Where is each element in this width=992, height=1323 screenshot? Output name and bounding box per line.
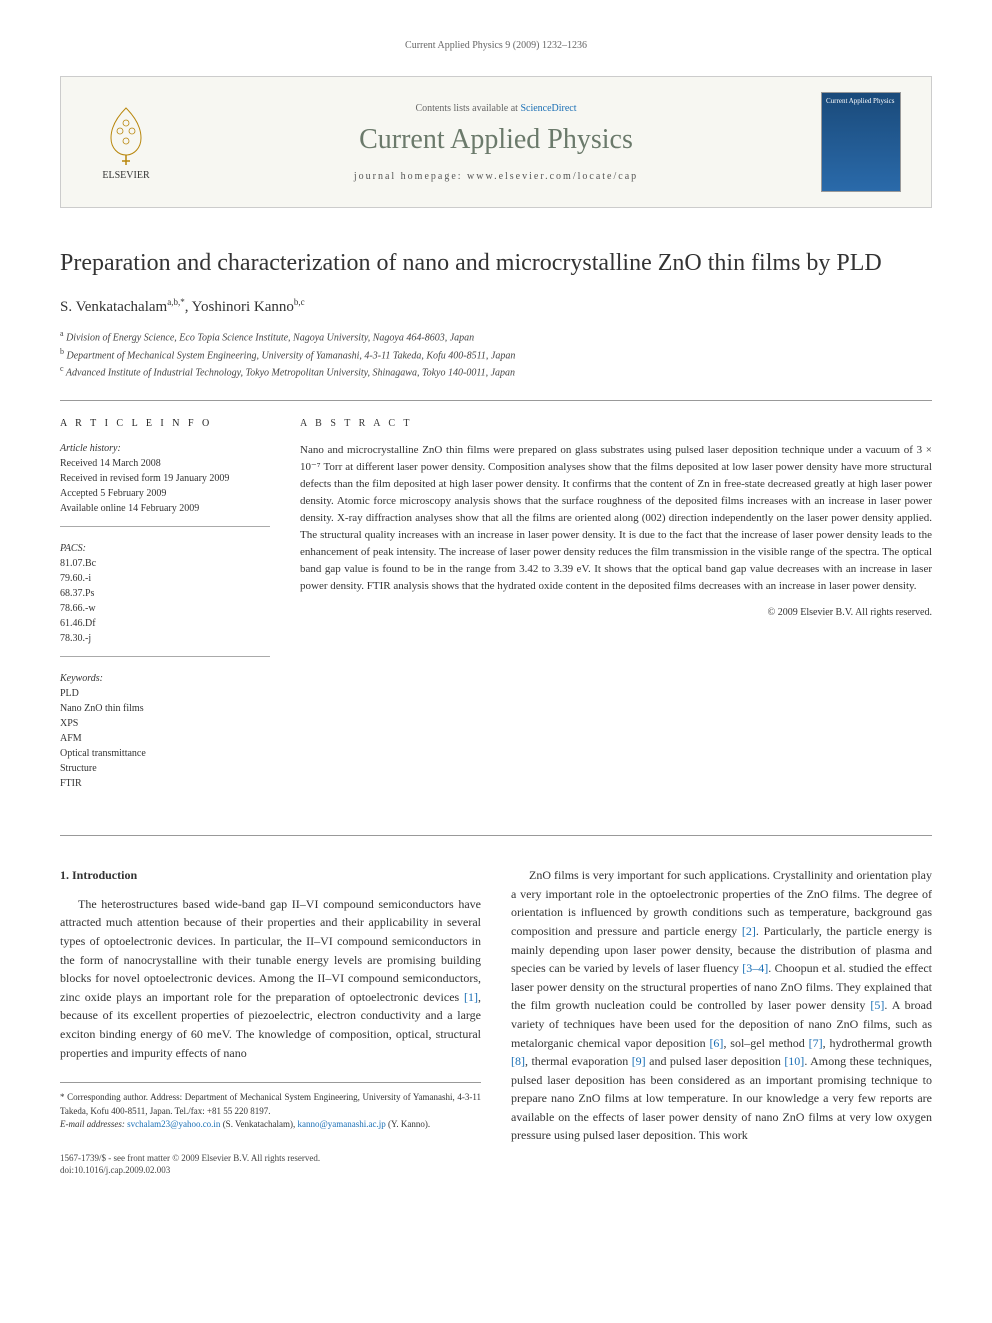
pacs-item: 78.66.-w <box>60 601 270 616</box>
pacs-item: 79.60.-i <box>60 571 270 586</box>
body-two-column: 1. Introduction The heterostructures bas… <box>60 866 932 1177</box>
body-paragraph: The heterostructures based wide-band gap… <box>60 895 481 1062</box>
journal-masthead: ELSEVIER Contents lists available at Sci… <box>60 76 932 208</box>
journal-cover-thumb[interactable]: Current Applied Physics <box>821 92 901 192</box>
publisher-block: ELSEVIER <box>81 103 171 181</box>
doi-line: doi:10.1016/j.cap.2009.02.003 <box>60 1164 481 1177</box>
corresponding-author-note: * Corresponding author. Address: Departm… <box>60 1091 481 1118</box>
keyword: Structure <box>60 761 270 776</box>
history-accepted: Accepted 5 February 2009 <box>60 486 270 501</box>
article-info-heading: A R T I C L E I N F O <box>60 416 270 431</box>
pacs-label: PACS: <box>60 541 270 556</box>
pacs-block: PACS: 81.07.Bc 79.60.-i 68.37.Ps 78.66.-… <box>60 541 270 657</box>
journal-name: Current Applied Physics <box>171 124 821 156</box>
author-2-aff: b,c <box>294 297 305 307</box>
keyword: FTIR <box>60 776 270 791</box>
abstract-copyright: © 2009 Elsevier B.V. All rights reserved… <box>300 605 932 621</box>
issn-line: 1567-1739/$ - see front matter © 2009 El… <box>60 1152 481 1165</box>
sciencedirect-link[interactable]: ScienceDirect <box>520 103 576 114</box>
keywords-block: Keywords: PLD Nano ZnO thin films XPS AF… <box>60 671 270 801</box>
elsevier-tree-icon <box>96 103 156 168</box>
cover-thumbnail-block: Current Applied Physics <box>821 92 911 192</box>
article-info-column: A R T I C L E I N F O Article history: R… <box>60 416 270 815</box>
paper-page: Current Applied Physics 9 (2009) 1232–12… <box>0 0 992 1217</box>
keyword: PLD <box>60 686 270 701</box>
keyword: AFM <box>60 731 270 746</box>
keywords-label: Keywords: <box>60 671 270 686</box>
author-list: S. Venkatachalama,b,*, Yoshinori Kannob,… <box>60 297 932 316</box>
divider <box>60 400 932 401</box>
abstract-text: Nano and microcrystalline ZnO thin films… <box>300 442 932 595</box>
keyword: Nano ZnO thin films <box>60 701 270 716</box>
contents-prefix: Contents lists available at <box>415 103 520 114</box>
body-paragraph: ZnO films is very important for such app… <box>511 866 932 1145</box>
history-online: Available online 14 February 2009 <box>60 501 270 516</box>
info-abstract-row: A R T I C L E I N F O Article history: R… <box>60 416 932 815</box>
body-column-left: 1. Introduction The heterostructures bas… <box>60 866 481 1177</box>
author-2: Yoshinori Kanno <box>192 299 294 315</box>
author-1: S. Venkatachalam <box>60 299 167 315</box>
pacs-item: 68.37.Ps <box>60 586 270 601</box>
pacs-item: 81.07.Bc <box>60 556 270 571</box>
article-history-block: Article history: Received 14 March 2008 … <box>60 441 270 527</box>
abstract-column: A B S T R A C T Nano and microcrystallin… <box>300 416 932 815</box>
history-revised: Received in revised form 19 January 2009 <box>60 471 270 486</box>
contents-available-line: Contents lists available at ScienceDirec… <box>171 103 821 114</box>
journal-homepage: journal homepage: www.elsevier.com/locat… <box>171 171 821 182</box>
masthead-center: Contents lists available at ScienceDirec… <box>171 103 821 182</box>
publisher-name: ELSEVIER <box>102 170 149 181</box>
footnotes: * Corresponding author. Address: Departm… <box>60 1082 481 1132</box>
cover-title: Current Applied Physics <box>826 97 896 105</box>
abstract-heading: A B S T R A C T <box>300 416 932 432</box>
affiliation-b: b Department of Mechanical System Engine… <box>60 346 932 363</box>
author-1-aff: a,b,* <box>167 297 185 307</box>
history-label: Article history: <box>60 441 270 456</box>
section-heading: 1. Introduction <box>60 866 481 885</box>
email-line: E-mail addresses: svchalam23@yahoo.co.in… <box>60 1118 481 1132</box>
email-link-1[interactable]: svchalam23@yahoo.co.in <box>127 1119 220 1129</box>
running-header: Current Applied Physics 9 (2009) 1232–12… <box>60 40 932 51</box>
footer-meta: 1567-1739/$ - see front matter © 2009 El… <box>60 1152 481 1177</box>
affiliations: a Division of Energy Science, Eco Topia … <box>60 328 932 380</box>
pacs-item: 61.46.Df <box>60 616 270 631</box>
divider <box>60 835 932 836</box>
keyword: Optical transmittance <box>60 746 270 761</box>
pacs-item: 78.30.-j <box>60 631 270 646</box>
affiliation-c: c Advanced Institute of Industrial Techn… <box>60 363 932 380</box>
keyword: XPS <box>60 716 270 731</box>
article-title: Preparation and characterization of nano… <box>60 248 932 279</box>
email-link-2[interactable]: kanno@yamanashi.ac.jp <box>298 1119 386 1129</box>
body-column-right: ZnO films is very important for such app… <box>511 866 932 1177</box>
history-received: Received 14 March 2008 <box>60 456 270 471</box>
affiliation-a: a Division of Energy Science, Eco Topia … <box>60 328 932 345</box>
